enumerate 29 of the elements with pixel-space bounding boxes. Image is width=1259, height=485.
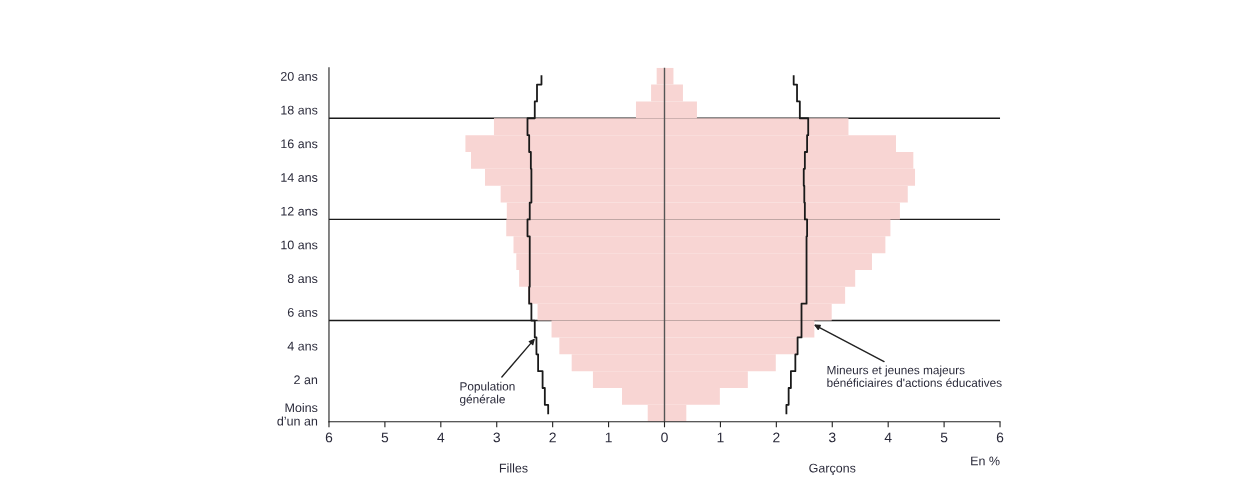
x-tick-label: 3 [493,432,500,443]
x-tick-label: 5 [381,432,389,443]
x-tick-label: 0 [661,432,668,443]
text: Filles [499,463,528,473]
y-tick-label: 18 ans [281,105,318,115]
y-tick-label: 6 ans [287,307,318,317]
x-tick-label: 4 [884,432,892,443]
y-tick-label: 8 ans [287,274,318,284]
text: Garçons [809,463,856,476]
y-tick-label: 20 ans [280,71,318,81]
x-tick-label: 1 [717,432,724,443]
x-axis-title: En % [971,456,1000,466]
y-tick-label: 4 ans [287,341,318,351]
annotation: Population générale [459,381,515,406]
x-tick-label: 6 [996,432,1004,443]
x-tick-label: 5 [940,432,948,443]
y-tick-label: 16 ans [281,139,318,149]
y-tick-label: 2 an [294,375,318,385]
y-tick-label: 14 ans [281,173,318,182]
x-tick-label: 3 [828,432,836,443]
annotation: Mineurs et jeunes majeurs bénéficiaires d'actions éducatives [827,365,1002,387]
x-tick-label: 4 [437,432,445,443]
y-tick-label: 12 ans [281,206,318,216]
x-tick-label: 2 [549,432,556,443]
x-tick-label: 2 [773,432,780,443]
x-tick-label: 1 [605,432,612,443]
x-tick-label: 6 [325,432,333,443]
y-tick-label: Moins d’un an [277,402,318,426]
y-tick-label: 10 ans [281,240,318,250]
